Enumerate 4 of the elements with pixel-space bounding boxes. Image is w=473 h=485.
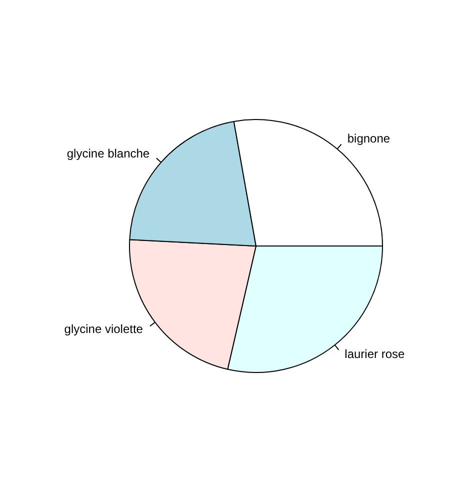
slice-label: glycine blanche xyxy=(66,146,150,160)
slice-label: laurier rose xyxy=(344,347,406,362)
slice-label: glycine violette xyxy=(64,322,144,336)
slice-label: bignone xyxy=(347,132,390,146)
